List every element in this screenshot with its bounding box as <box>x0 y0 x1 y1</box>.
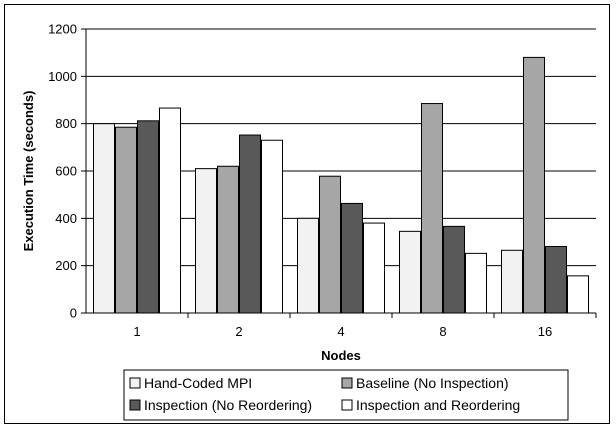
bars <box>93 56 589 314</box>
x-tick-label: 1 <box>133 324 140 339</box>
bar <box>501 249 523 314</box>
y-tick-label: 0 <box>70 306 77 321</box>
legend-swatch <box>341 399 353 411</box>
bar <box>341 202 363 314</box>
x-tick-labels: 1 2 4 8 16 <box>133 313 597 339</box>
bar <box>319 175 341 314</box>
y-tick-label: 800 <box>55 116 77 131</box>
x-tick-label: 16 <box>538 324 552 339</box>
legend-label: Inspection and Reordering <box>356 397 520 413</box>
bar <box>261 139 283 314</box>
bar <box>159 107 181 314</box>
y-tick-label: 1200 <box>48 22 77 37</box>
legend-swatch <box>341 377 353 389</box>
bar <box>363 222 385 314</box>
bar <box>239 134 261 314</box>
bar <box>93 123 115 314</box>
legend: Hand-Coded MPI Baseline (No Inspection) In… <box>123 369 569 421</box>
bar <box>421 103 443 314</box>
x-tick-label: 8 <box>439 324 446 339</box>
x-tick-label: 4 <box>337 324 344 339</box>
y-tick-label: 600 <box>55 164 77 179</box>
legend-label: Baseline (No Inspection) <box>356 375 509 391</box>
legend-swatch <box>129 377 141 389</box>
y-tick-label: 400 <box>55 211 77 226</box>
bar <box>137 120 159 314</box>
bar <box>195 168 217 314</box>
bar <box>217 165 239 314</box>
legend-swatch <box>129 399 141 411</box>
x-tick-label: 2 <box>235 324 242 339</box>
bar <box>297 217 319 314</box>
y-tick-labels: 0 200 400 600 800 1000 1200 <box>48 22 86 321</box>
legend-label: Inspection (No Reordering) <box>144 397 312 413</box>
bar <box>465 252 487 314</box>
bar <box>545 245 567 314</box>
legend-label: Hand-Coded MPI <box>144 375 252 391</box>
y-tick-label: 1000 <box>48 69 77 84</box>
y-tick-label: 200 <box>55 258 77 273</box>
x-axis-title: Nodes <box>321 348 361 363</box>
bar <box>443 225 465 314</box>
bar <box>567 275 589 314</box>
y-axis-title: Execution Time (seconds) <box>21 91 36 252</box>
bar <box>399 230 421 314</box>
bar <box>115 126 137 314</box>
bar <box>523 56 545 314</box>
